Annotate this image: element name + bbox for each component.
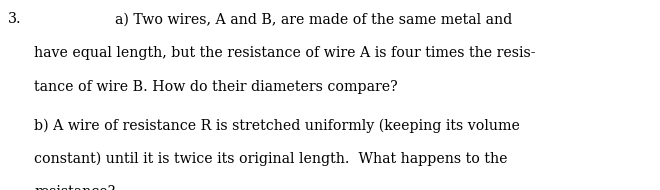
Text: tance of wire B. How do their diameters compare?: tance of wire B. How do their diameters … — [34, 80, 398, 94]
Text: b) A wire of resistance R is stretched uniformly (keeping its volume: b) A wire of resistance R is stretched u… — [34, 119, 520, 133]
Text: a) Two wires, A and B, are made of the same metal and: a) Two wires, A and B, are made of the s… — [115, 12, 513, 26]
Text: 3.: 3. — [8, 12, 22, 26]
Text: resistance?: resistance? — [34, 185, 116, 190]
Text: constant) until it is twice its original length.  What happens to the: constant) until it is twice its original… — [34, 152, 508, 166]
Text: have equal length, but the resistance of wire A is four times the resis-: have equal length, but the resistance of… — [34, 46, 536, 60]
